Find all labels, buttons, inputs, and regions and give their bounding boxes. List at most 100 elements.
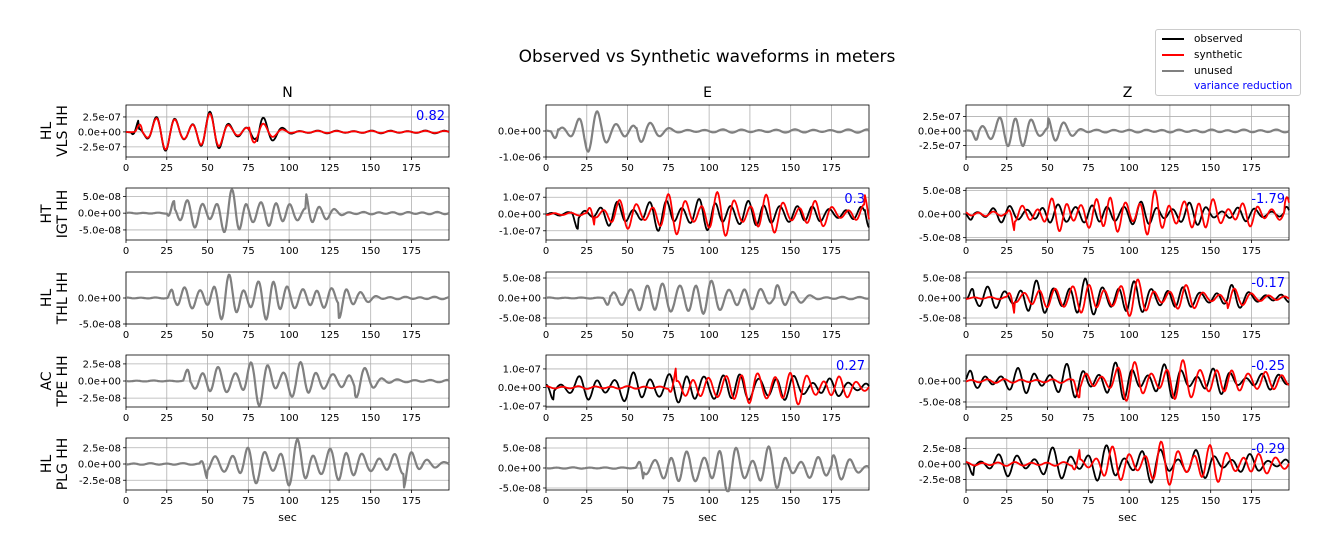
panel-r1-z: 5.0e-08 0.0e+00 -5.0e-080 25 50 75 100 125 150 17… xyxy=(918,186,1290,257)
x-tick-label: 100 xyxy=(280,413,299,424)
observed-trace xyxy=(545,198,870,232)
x-tick-label: 100 xyxy=(280,246,299,257)
x-tick-label: 125 xyxy=(320,163,339,174)
column-title-n: N xyxy=(282,85,292,101)
x-tick-label: 150 xyxy=(781,496,800,507)
x-tick-label: 75 xyxy=(242,496,255,507)
y-tick-label: 0.0e+00 xyxy=(498,464,541,475)
x-tick-label: 125 xyxy=(740,413,759,424)
x-tick-label: 125 xyxy=(1160,246,1179,257)
x-tick-label: 0 xyxy=(123,330,129,341)
y-tick-label: 5.0e-08 xyxy=(503,444,541,455)
x-tick-label: 100 xyxy=(280,163,299,174)
x-tick-label: 0 xyxy=(123,413,129,424)
y-tick-label: 0.0e+00 xyxy=(498,127,541,138)
legend: observed synthetic unused variance reduc… xyxy=(1155,29,1301,96)
x-tick-label: 150 xyxy=(361,330,380,341)
x-tick-label: 25 xyxy=(1000,496,1013,507)
x-tick-label: 25 xyxy=(1000,413,1013,424)
x-tick-label: 125 xyxy=(740,496,759,507)
x-tick-label: 0 xyxy=(123,246,129,257)
y-tick-label: 5.0e-08 xyxy=(503,274,541,285)
x-tick-label: 0 xyxy=(963,246,969,257)
x-tick-label: 75 xyxy=(662,496,675,507)
x-tick-label: 175 xyxy=(402,413,421,424)
variance-reduction-value: 0.3 xyxy=(844,192,865,207)
x-tick-label: 100 xyxy=(1120,246,1139,257)
y-tick-label: 0.0e+00 xyxy=(498,294,541,305)
x-tick-label: 125 xyxy=(1160,330,1179,341)
x-tick-label: 125 xyxy=(740,246,759,257)
x-tick-label: 50 xyxy=(621,330,634,341)
x-tick-label: 50 xyxy=(1041,163,1054,174)
observed-trace xyxy=(545,371,870,404)
unused-trace xyxy=(965,116,1290,148)
x-tick-label: 0 xyxy=(963,163,969,174)
x-tick-label: 75 xyxy=(662,330,675,341)
synthetic-trace xyxy=(965,359,1290,402)
legend-label-unused: unused xyxy=(1194,65,1233,77)
x-tick-label: 150 xyxy=(781,246,800,257)
x-tick-label: 175 xyxy=(1242,496,1261,507)
x-tick-label: 175 xyxy=(822,330,841,341)
y-tick-label: -1.0e-07 xyxy=(499,402,541,413)
x-tick-label: 25 xyxy=(580,330,593,341)
x-tick-label: 75 xyxy=(242,413,255,424)
x-tick-label: 0 xyxy=(543,163,549,174)
synthetic-trace xyxy=(965,189,1290,236)
x-tick-label: 150 xyxy=(361,163,380,174)
x-tick-label: 50 xyxy=(1041,330,1054,341)
y-tick-label: -5.0e-08 xyxy=(499,314,541,325)
y-tick-label: 0.0e+00 xyxy=(918,460,961,471)
x-tick-label: 0 xyxy=(123,496,129,507)
x-tick-label: 150 xyxy=(1201,163,1220,174)
x-tick-label: 100 xyxy=(280,496,299,507)
x-tick-label: 25 xyxy=(160,163,173,174)
panel-r0-e: 0.0e+00 -1.0e-060 25 50 75 100 125 150 175 xyxy=(498,104,870,174)
row-label-1: HTIGT HH xyxy=(39,190,71,239)
unused-trace xyxy=(545,445,870,493)
x-tick-label: 0 xyxy=(963,330,969,341)
x-tick-label: 125 xyxy=(1160,163,1179,174)
panel-r1-n: 5.0e-08 0.0e+00 -5.0e-080 25 50 75 100 125 150 17… xyxy=(78,187,450,257)
x-tick-label: 175 xyxy=(1242,246,1261,257)
x-tick-label: 0 xyxy=(543,413,549,424)
panel-r1-e: 1.0e-07 0.0e+00 -1.0e-070 25 50 75 100 125 150 17… xyxy=(498,187,870,257)
x-tick-label: 125 xyxy=(1160,496,1179,507)
x-tick-label: 175 xyxy=(1242,330,1261,341)
x-tick-label: 50 xyxy=(1041,496,1054,507)
x-tick-label: 75 xyxy=(1082,163,1095,174)
legend-item-synthetic: synthetic xyxy=(1162,48,1242,62)
legend-item-observed: observed xyxy=(1162,32,1243,46)
x-tick-label: 125 xyxy=(320,413,339,424)
panel-r0-n: 2.5e-07 0.0e+00 -2.5e-070 25 50 75 100 125 150 17… xyxy=(78,104,450,174)
panel-r2-z: 5.0e-08 0.0e+00 -5.0e-080 25 50 75 100 125 150 17… xyxy=(918,271,1290,341)
x-tick-label: 100 xyxy=(700,246,719,257)
x-tick-label: 175 xyxy=(1242,413,1261,424)
x-tick-label: 150 xyxy=(1201,496,1220,507)
y-tick-label: 0.0e+00 xyxy=(78,127,121,138)
x-tick-label: 125 xyxy=(740,330,759,341)
unused-trace xyxy=(545,279,870,315)
x-tick-label: 25 xyxy=(580,163,593,174)
legend-label-observed: observed xyxy=(1194,33,1243,45)
x-tick-label: 150 xyxy=(1201,330,1220,341)
x-tick-label: 175 xyxy=(1242,163,1261,174)
x-tick-label: 50 xyxy=(201,246,214,257)
y-tick-label: 2.5e-08 xyxy=(83,443,121,454)
variance-reduction-value: -0.29 xyxy=(1251,442,1285,457)
panel-r4-e: 5.0e-08 0.0e+00 -5.0e-080 25 50 75 100 125 150 17… xyxy=(498,437,870,524)
unused-trace xyxy=(125,361,450,407)
x-axis-label: sec xyxy=(1118,511,1137,524)
row-label-3: ACTPE HH xyxy=(39,355,71,407)
x-tick-label: 25 xyxy=(1000,246,1013,257)
y-tick-label: -5.0e-08 xyxy=(919,314,961,325)
x-tick-label: 175 xyxy=(402,163,421,174)
x-tick-label: 150 xyxy=(781,330,800,341)
x-tick-label: 75 xyxy=(242,246,255,257)
x-tick-label: 75 xyxy=(662,163,675,174)
legend-swatch-synthetic xyxy=(1162,54,1184,56)
y-tick-label: 2.5e-07 xyxy=(83,112,121,123)
panel-r4-n: 2.5e-08 0.0e+00 -2.5e-080 25 50 75 100 125 150 17… xyxy=(78,437,450,524)
x-tick-label: 175 xyxy=(402,330,421,341)
